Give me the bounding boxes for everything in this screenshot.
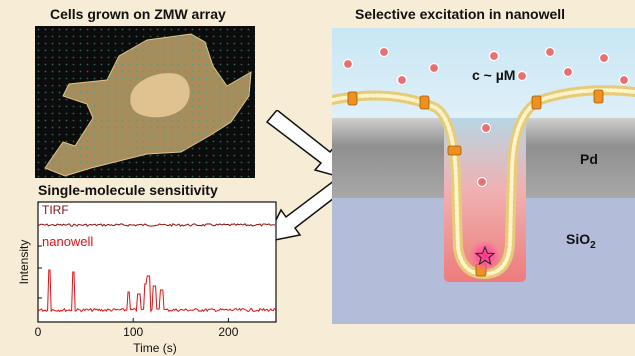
x-tick-label-0: 0 — [35, 325, 42, 339]
cell-nucleus — [130, 73, 190, 118]
x-axis-label: Time (s) — [133, 341, 177, 355]
x-ticks: 0 100 200 — [35, 318, 239, 339]
solution-layer — [332, 28, 635, 118]
nanowell-trace — [37, 269, 276, 313]
intensity-chart: TIRF nanowell 0 100 200 Time (s) Intensity — [17, 201, 277, 355]
nanowell-label: nanowell — [42, 234, 93, 249]
dye-particles — [342, 46, 630, 188]
sio2-label: SiO2 — [566, 231, 596, 251]
excitation-spot — [469, 240, 501, 272]
y-axis-label: Intensity — [17, 240, 31, 285]
cell-micrograph — [35, 26, 255, 178]
concentration-label: c ~ µM — [472, 67, 515, 83]
excitation-panel-title: Selective excitation in nanowell — [355, 6, 566, 22]
tirf-label: TIRF — [42, 203, 69, 217]
star-fluorophore-icon — [474, 245, 496, 266]
cells-panel-title: Cells grown on ZMW array — [50, 6, 226, 22]
plot-area — [37, 201, 277, 323]
x-tick-label-2: 200 — [218, 325, 238, 339]
nanowell-schematic: c ~ µM Pd SiO2 — [332, 28, 635, 324]
tirf-trace — [37, 223, 276, 227]
x-tick-label-1: 100 — [123, 325, 143, 339]
sensitivity-panel-title: Single-molecule sensitivity — [38, 182, 218, 198]
pd-label: Pd — [580, 151, 598, 167]
